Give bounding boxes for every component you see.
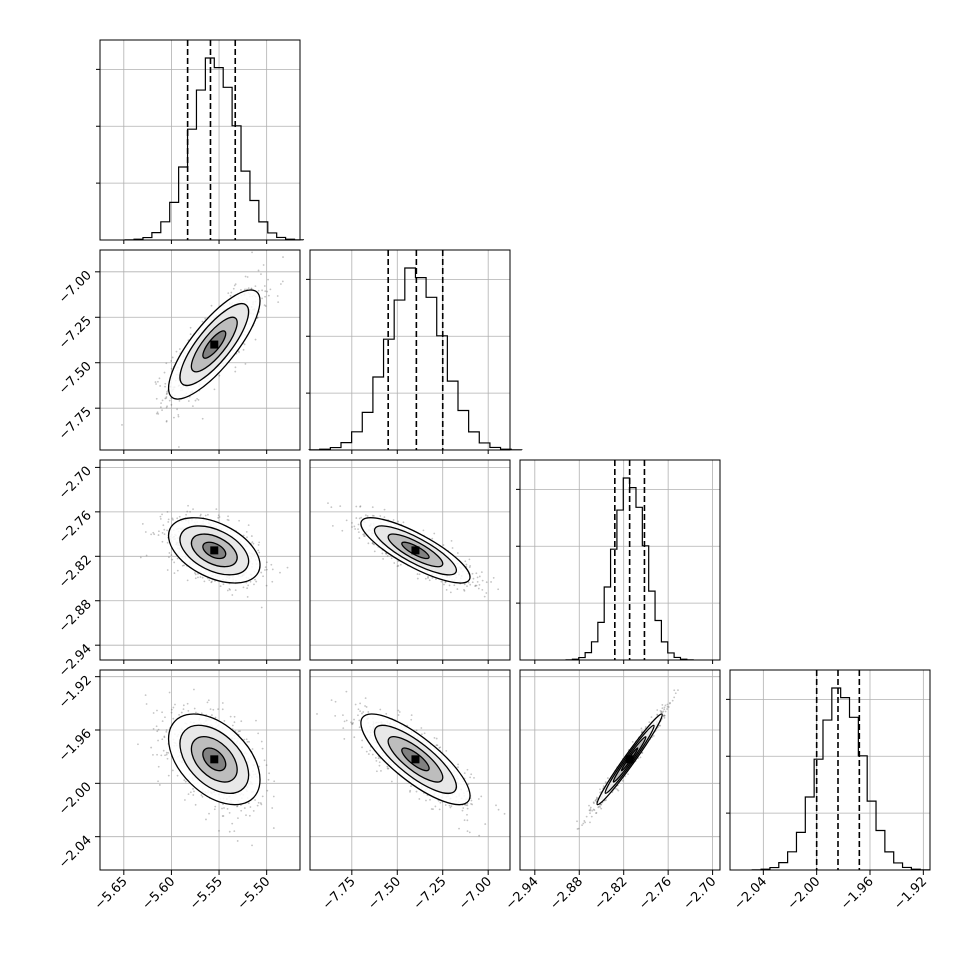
panel-3-3	[730, 670, 930, 870]
y-tick-label-1-2: −7.25	[56, 313, 95, 352]
y-tick-label-3-1: −2.00	[56, 780, 95, 819]
x-tick-label-1-0: −7.75	[320, 874, 359, 913]
density-peak	[210, 755, 219, 764]
panel-frame	[99, 459, 301, 661]
density-peak	[210, 340, 219, 349]
panel-frame	[309, 249, 511, 451]
density-panel-2-1	[327, 502, 500, 598]
x-tick-label-2-3: −2.76	[636, 874, 675, 913]
x-tick-label-2-2: −2.82	[592, 874, 631, 913]
x-tick-label-0-3: −5.50	[235, 874, 274, 913]
y-tick-label-3-2: −1.96	[56, 726, 95, 765]
y-tick-label-2-0: −2.94	[56, 641, 95, 680]
histogram-0	[124, 57, 305, 241]
panel-2-1	[310, 460, 510, 660]
y-tick-label-2-3: −2.76	[56, 508, 95, 547]
histogram-3	[751, 687, 930, 871]
panel-frame	[309, 459, 511, 661]
panel-frame	[99, 669, 301, 871]
panel-2-0	[100, 460, 300, 660]
panel-frame	[519, 459, 721, 661]
y-tick-label-1-0: −7.75	[56, 404, 95, 443]
panel-0-0	[100, 40, 300, 240]
y-tick-label-3-0: −2.04	[56, 833, 95, 872]
x-tick-label-0-1: −5.60	[139, 874, 178, 913]
x-tick-label-3-2: −1.96	[838, 874, 877, 913]
x-tick-label-3-3: −1.92	[891, 874, 930, 913]
y-tick-label-1-3: −7.00	[56, 268, 95, 307]
panel-frame	[99, 39, 301, 241]
x-tick-label-1-3: −7.00	[456, 874, 495, 913]
x-tick-label-3-1: −2.00	[785, 874, 824, 913]
y-tick-label-3-3: −1.92	[56, 673, 95, 712]
panel-frame	[309, 669, 511, 871]
density-panel-1-0	[121, 251, 284, 448]
panel-2-2	[520, 460, 720, 660]
density-panel-2-0	[139, 504, 289, 609]
density-peak	[411, 755, 420, 764]
density-panel-3-2	[576, 689, 679, 830]
histogram-1	[308, 267, 523, 451]
panel-1-1	[310, 250, 510, 450]
y-tick-label-2-4: −2.70	[56, 464, 95, 503]
panel-frame	[519, 669, 721, 871]
x-tick-label-3-0: −2.04	[731, 874, 770, 913]
y-tick-label-1-1: −7.50	[56, 359, 95, 398]
x-tick-label-0-2: −5.55	[187, 874, 226, 913]
x-tick-label-2-4: −2.70	[681, 874, 720, 913]
x-tick-label-0-0: −5.65	[92, 874, 131, 913]
panel-3-2	[520, 670, 720, 870]
y-tick-label-2-1: −2.88	[56, 597, 95, 636]
density-peak	[625, 755, 634, 764]
density-peak	[210, 546, 219, 555]
x-tick-label-1-2: −7.25	[411, 874, 450, 913]
y-tick-label-2-2: −2.82	[56, 553, 95, 592]
density-panel-3-0	[137, 688, 276, 847]
panel-frame	[729, 669, 931, 871]
density-peak	[411, 546, 420, 555]
x-tick-label-2-1: −2.88	[547, 874, 586, 913]
density-panel-3-1	[316, 690, 506, 837]
panel-frame	[99, 249, 301, 451]
x-tick-label-1-1: −7.50	[365, 874, 404, 913]
x-tick-label-2-0: −2.94	[503, 874, 542, 913]
